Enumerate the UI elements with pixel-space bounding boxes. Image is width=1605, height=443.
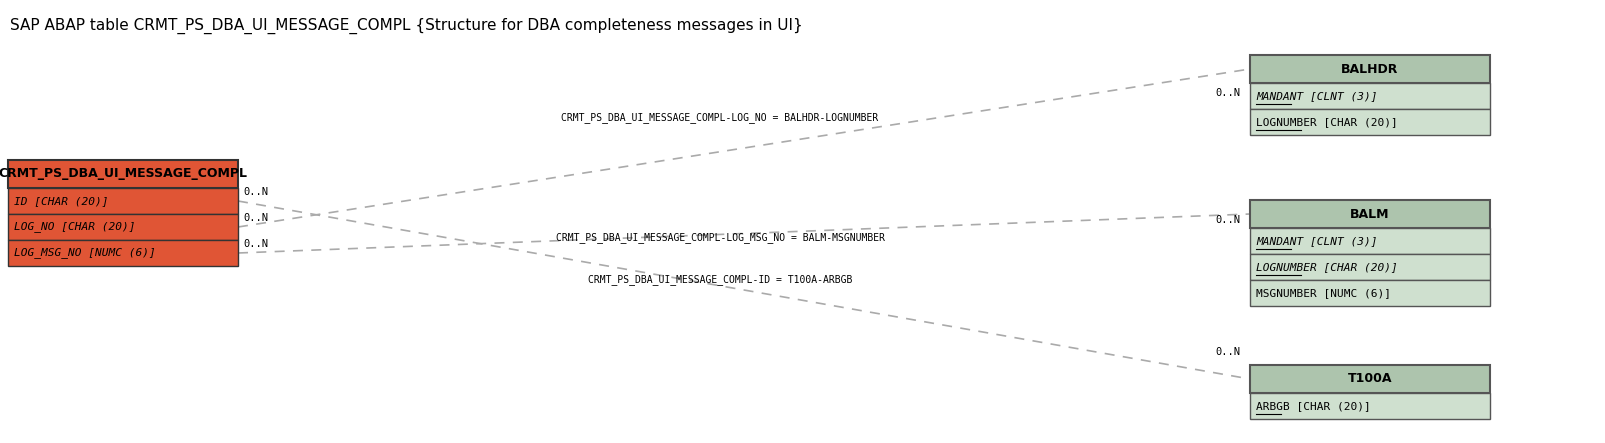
Bar xyxy=(1250,200,1489,228)
Text: CRMT_PS_DBA_UI_MESSAGE_COMPL-LOG_MSG_NO = BALM-MSGNUMBER: CRMT_PS_DBA_UI_MESSAGE_COMPL-LOG_MSG_NO … xyxy=(555,233,884,244)
Bar xyxy=(8,188,238,214)
Text: 0..N: 0..N xyxy=(1215,215,1241,225)
Text: MANDANT [CLNT (3)]: MANDANT [CLNT (3)] xyxy=(1257,91,1377,101)
Bar xyxy=(1250,393,1489,419)
Text: LOG_NO [CHAR (20)]: LOG_NO [CHAR (20)] xyxy=(14,222,135,233)
Bar xyxy=(1250,365,1489,393)
Text: CRMT_PS_DBA_UI_MESSAGE_COMPL-ID = T100A-ARBGB: CRMT_PS_DBA_UI_MESSAGE_COMPL-ID = T100A-… xyxy=(587,275,852,285)
Text: CRMT_PS_DBA_UI_MESSAGE_COMPL: CRMT_PS_DBA_UI_MESSAGE_COMPL xyxy=(0,167,247,180)
Bar xyxy=(1250,228,1489,254)
Text: MSGNUMBER [NUMC (6)]: MSGNUMBER [NUMC (6)] xyxy=(1257,288,1392,298)
Text: CRMT_PS_DBA_UI_MESSAGE_COMPL-LOG_NO = BALHDR-LOGNUMBER: CRMT_PS_DBA_UI_MESSAGE_COMPL-LOG_NO = BA… xyxy=(562,113,878,124)
Bar xyxy=(1250,83,1489,109)
Text: ARBGB [CHAR (20)]: ARBGB [CHAR (20)] xyxy=(1257,401,1371,411)
Text: 0..N: 0..N xyxy=(242,239,268,249)
Text: 0..N: 0..N xyxy=(242,187,268,197)
Bar xyxy=(8,240,238,266)
Text: BALM: BALM xyxy=(1350,207,1390,221)
Bar xyxy=(1250,55,1489,83)
Text: 0..N: 0..N xyxy=(1215,347,1241,358)
Text: MANDANT [CLNT (3)]: MANDANT [CLNT (3)] xyxy=(1257,236,1377,246)
Text: 0..N: 0..N xyxy=(242,213,268,223)
Text: ID [CHAR (20)]: ID [CHAR (20)] xyxy=(14,196,109,206)
Bar xyxy=(1250,280,1489,306)
Text: LOGNUMBER [CHAR (20)]: LOGNUMBER [CHAR (20)] xyxy=(1257,117,1398,127)
Bar xyxy=(8,160,238,188)
Text: 0..N: 0..N xyxy=(1215,88,1241,98)
Text: BALHDR: BALHDR xyxy=(1342,62,1398,75)
Bar xyxy=(1250,109,1489,135)
Bar xyxy=(8,214,238,240)
Bar xyxy=(1250,254,1489,280)
Text: LOGNUMBER [CHAR (20)]: LOGNUMBER [CHAR (20)] xyxy=(1257,262,1398,272)
Text: T100A: T100A xyxy=(1348,373,1392,385)
Text: LOG_MSG_NO [NUMC (6)]: LOG_MSG_NO [NUMC (6)] xyxy=(14,248,156,258)
Text: SAP ABAP table CRMT_PS_DBA_UI_MESSAGE_COMPL {Structure for DBA completeness mess: SAP ABAP table CRMT_PS_DBA_UI_MESSAGE_CO… xyxy=(10,18,802,34)
